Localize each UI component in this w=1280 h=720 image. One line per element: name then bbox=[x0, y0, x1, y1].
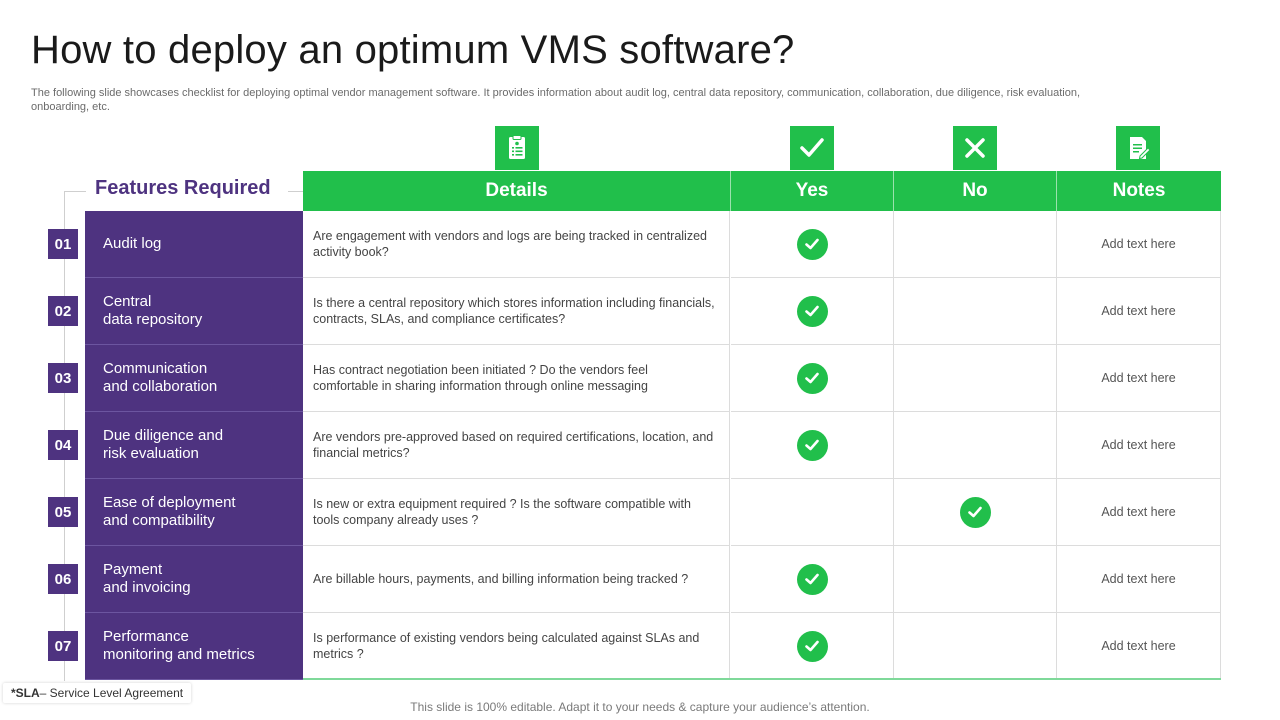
page-subtitle: The following slide showcases checklist … bbox=[31, 87, 1081, 113]
details-text: Are vendors pre-approved based on requir… bbox=[313, 430, 714, 460]
details-cell: Are engagement with vendors and logs are… bbox=[303, 211, 730, 278]
check-circle-icon bbox=[796, 362, 828, 394]
notes-cell: Add text here bbox=[1057, 546, 1221, 613]
feature-cell: Communication and collaboration bbox=[85, 345, 303, 412]
check-circle-icon bbox=[959, 496, 991, 528]
notes-cell: Add text here bbox=[1057, 211, 1221, 278]
feature-label: Due diligence and risk evaluation bbox=[103, 427, 224, 462]
notes-cell: Add text here bbox=[1057, 412, 1221, 479]
cross-icon bbox=[953, 126, 997, 170]
details-cell: Are billable hours, payments, and billin… bbox=[303, 546, 730, 613]
yes-cell bbox=[731, 546, 894, 613]
feature-cell: Audit log bbox=[85, 211, 303, 278]
check-circle-icon bbox=[796, 228, 828, 260]
check-circle-icon bbox=[796, 563, 828, 595]
notes-text: Add text here bbox=[1101, 505, 1176, 519]
feature-label: Performance monitoring and metrics bbox=[103, 628, 255, 663]
feature-label: Ease of deployment and compatibility bbox=[103, 494, 236, 529]
details-cell: Is new or extra equipment required ? Is … bbox=[303, 479, 730, 546]
clipboard-list-icon bbox=[495, 126, 539, 170]
details-text: Is there a central repository which stor… bbox=[313, 296, 715, 326]
check-circle-icon bbox=[796, 429, 828, 461]
footnote: *SLA – Service Level Agreement bbox=[3, 683, 192, 703]
notes-text: Add text here bbox=[1101, 237, 1176, 251]
footnote-abbreviation: *SLA bbox=[11, 686, 40, 700]
notes-cell: Add text here bbox=[1057, 345, 1221, 412]
document-edit-icon bbox=[1116, 126, 1160, 170]
column-header-notes: Notes bbox=[1057, 171, 1221, 211]
feature-label: Central data repository bbox=[103, 293, 203, 328]
details-text: Is new or extra equipment required ? Is … bbox=[313, 497, 691, 527]
yes-cell bbox=[731, 278, 894, 345]
check-circle-icon bbox=[796, 630, 828, 662]
details-text: Has contract negotiation been initiated … bbox=[313, 363, 648, 393]
no-cell bbox=[894, 345, 1057, 412]
details-cell: Is performance of existing vendors being… bbox=[303, 613, 730, 680]
notes-text: Add text here bbox=[1101, 371, 1176, 385]
notes-text: Add text here bbox=[1101, 438, 1176, 452]
row-number: 06 bbox=[48, 564, 78, 594]
notes-cell: Add text here bbox=[1057, 613, 1221, 680]
feature-cell: Performance monitoring and metrics bbox=[85, 613, 303, 680]
row-number: 02 bbox=[48, 296, 78, 326]
features-bracket-tick bbox=[288, 191, 303, 192]
yes-cell bbox=[731, 613, 894, 680]
no-cell bbox=[894, 613, 1057, 680]
feature-cell: Ease of deployment and compatibility bbox=[85, 479, 303, 546]
row-number: 07 bbox=[48, 631, 78, 661]
no-cell bbox=[894, 546, 1057, 613]
notes-cell: Add text here bbox=[1057, 278, 1221, 345]
feature-cell: Central data repository bbox=[85, 278, 303, 345]
yes-cell bbox=[731, 345, 894, 412]
details-cell: Are vendors pre-approved based on requir… bbox=[303, 412, 730, 479]
details-text: Are engagement with vendors and logs are… bbox=[313, 229, 707, 259]
column-header-details: Details bbox=[303, 171, 731, 211]
feature-label: Payment and invoicing bbox=[103, 561, 191, 596]
notes-text: Add text here bbox=[1101, 572, 1176, 586]
column-header-yes: Yes bbox=[731, 171, 894, 211]
notes-cell: Add text here bbox=[1057, 479, 1221, 546]
yes-cell bbox=[731, 412, 894, 479]
features-required-label: Features Required bbox=[95, 177, 271, 199]
feature-label: Communication and collaboration bbox=[103, 360, 218, 395]
page-title: How to deploy an optimum VMS software? bbox=[31, 28, 795, 72]
notes-text: Add text here bbox=[1101, 639, 1176, 653]
row-number: 04 bbox=[48, 430, 78, 460]
no-cell bbox=[894, 412, 1057, 479]
row-number: 03 bbox=[48, 363, 78, 393]
no-cell bbox=[894, 479, 1057, 546]
footnote-text: – Service Level Agreement bbox=[39, 686, 184, 700]
table-bottom-border bbox=[303, 678, 1221, 680]
column-header-no: No bbox=[894, 171, 1057, 211]
checkmark-icon bbox=[790, 126, 834, 170]
no-cell bbox=[894, 278, 1057, 345]
check-circle-icon bbox=[796, 295, 828, 327]
details-text: Is performance of existing vendors being… bbox=[313, 631, 700, 661]
details-cell: Has contract negotiation been initiated … bbox=[303, 345, 730, 412]
details-cell: Is there a central repository which stor… bbox=[303, 278, 730, 345]
feature-label: Audit log bbox=[103, 235, 162, 252]
feature-cell: Due diligence and risk evaluation bbox=[85, 412, 303, 479]
row-number: 05 bbox=[48, 497, 78, 527]
feature-cell: Payment and invoicing bbox=[85, 546, 303, 613]
yes-cell bbox=[731, 211, 894, 278]
details-text: Are billable hours, payments, and billin… bbox=[313, 572, 689, 586]
row-number: 01 bbox=[48, 229, 78, 259]
no-cell bbox=[894, 211, 1057, 278]
notes-text: Add text here bbox=[1101, 304, 1176, 318]
footer-note: This slide is 100% editable. Adapt it to… bbox=[410, 700, 870, 714]
yes-cell bbox=[731, 479, 894, 546]
